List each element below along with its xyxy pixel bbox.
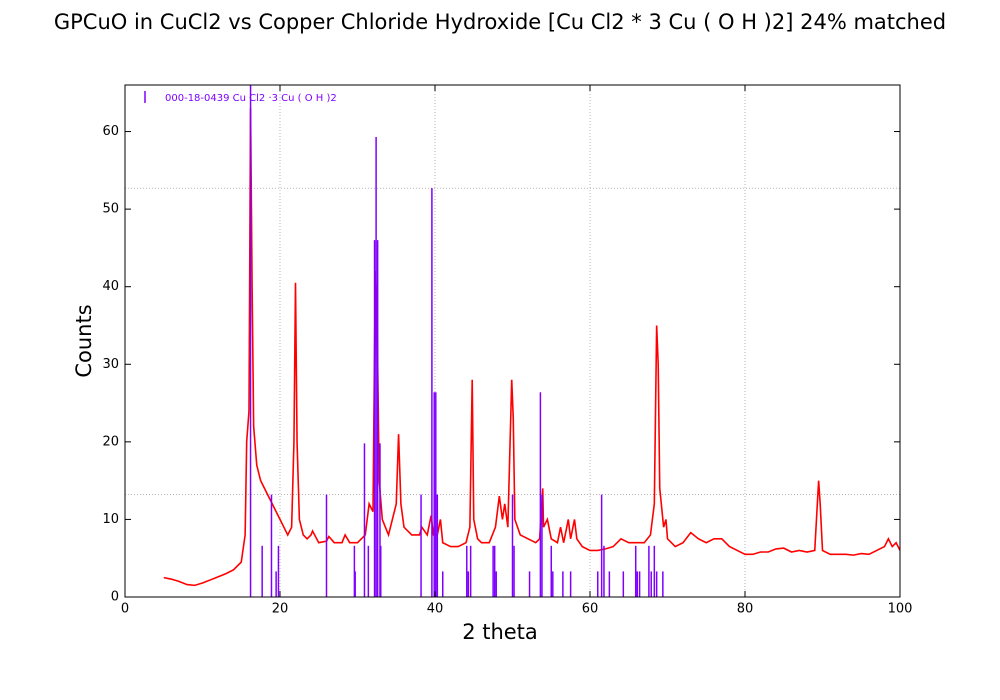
y-tick-label: 30 [102, 357, 119, 372]
y-tick-label: 60 [102, 124, 119, 139]
plot-area [125, 85, 900, 597]
x-tick-label: 40 [427, 602, 444, 617]
y-tick-label: 40 [102, 279, 119, 294]
x-axis-label: 2 theta [462, 620, 538, 644]
axes: 000-18-0439 Cu Cl2 ·3 Cu ( O H )2 0 20 40 60… [102, 84, 913, 617]
pattern-line [163, 108, 900, 587]
x-tick-label: 60 [582, 602, 599, 617]
y-tick-label: 0 [111, 590, 119, 605]
legend-label: 000-18-0439 Cu Cl2 ·3 Cu ( O H )2 [165, 93, 337, 104]
x-tick-label: 100 [888, 602, 913, 617]
chart-title: GPCuO in CuCl2 vs Copper Chloride Hydrox… [54, 10, 946, 34]
y-tick-label: 50 [102, 202, 119, 217]
x-tick-label: 20 [272, 602, 289, 617]
x-tick-label: 0 [121, 602, 129, 617]
plot-frame [124, 84, 901, 598]
y-tick-label: 20 [102, 434, 119, 449]
y-tick-label: 10 [102, 512, 119, 527]
x-tick-label: 80 [737, 602, 754, 617]
y-axis-label: Counts [72, 304, 96, 377]
